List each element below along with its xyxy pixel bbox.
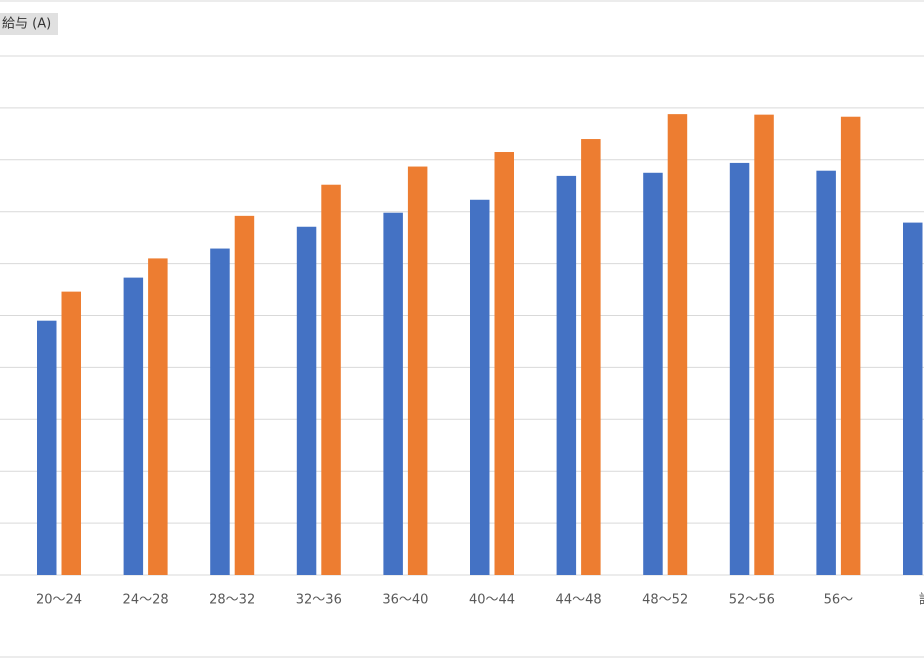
x-tick-label: 20～24 [36, 593, 82, 608]
bar [754, 114, 774, 575]
bar [37, 320, 57, 575]
bar [210, 248, 230, 575]
x-tick-label: 32～36 [296, 593, 342, 608]
x-tick-label: 52～56 [729, 593, 775, 608]
bar [296, 226, 317, 575]
bar [667, 114, 688, 576]
bar [148, 258, 168, 575]
x-tick-label: 28～32 [209, 593, 255, 608]
bar [321, 184, 341, 575]
bar [729, 162, 750, 575]
x-tick-label: 計 [918, 592, 924, 608]
x-tick-label: 24～28 [123, 593, 169, 608]
chart-title: 給与 (A) [2, 17, 51, 32]
x-tick-label: 44～48 [556, 593, 602, 608]
bar [383, 212, 403, 575]
bar [470, 199, 490, 575]
bar [581, 139, 601, 576]
bar [61, 291, 81, 575]
bar [494, 152, 514, 575]
title-box [0, 13, 58, 35]
x-tick-label: 48～52 [642, 593, 688, 608]
bar [407, 166, 428, 575]
bar [123, 277, 144, 575]
bar [903, 222, 923, 575]
bar [556, 175, 577, 575]
bar [840, 116, 861, 576]
x-tick-label: 56～ [824, 593, 854, 608]
x-tick-label: 36～40 [382, 593, 428, 608]
bar [234, 215, 255, 576]
x-tick-label: 40～44 [469, 593, 515, 608]
bar [643, 172, 663, 575]
bar [816, 170, 836, 575]
